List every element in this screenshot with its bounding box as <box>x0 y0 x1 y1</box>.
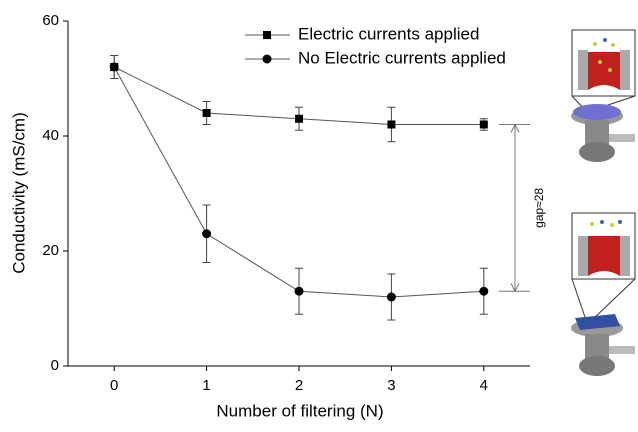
x-axis-label: Number of filtering (N) <box>216 401 383 420</box>
series-line <box>113 66 484 298</box>
x-tick-label: 0 <box>110 377 118 394</box>
x-tick-label: 3 <box>387 377 395 394</box>
legend-label: No Electric currents applied <box>298 48 506 67</box>
x-tick-label: 1 <box>202 377 210 394</box>
data-point <box>202 109 211 117</box>
y-axis-label: Conductivity (mS/cm) <box>9 112 28 274</box>
illustration-none <box>571 212 636 376</box>
gap-arrow <box>498 123 530 293</box>
data-point <box>479 286 489 296</box>
data-point <box>202 229 212 239</box>
y-tick-label: 60 <box>42 12 59 29</box>
illustration-applied <box>571 29 636 162</box>
x-tick-label: 2 <box>295 377 303 394</box>
x-tick-label: 4 <box>480 377 488 394</box>
y-tick-label: 0 <box>51 357 59 374</box>
legend-marker <box>263 31 271 39</box>
legend-label: Electric currents applied <box>298 24 479 43</box>
data-point <box>294 286 304 296</box>
annotation: gap≈28 <box>532 188 546 228</box>
y-tick-label: 20 <box>42 242 59 259</box>
data-point <box>295 114 303 123</box>
data-point <box>386 292 396 302</box>
data-point <box>387 120 396 129</box>
data-point <box>109 62 119 72</box>
legend-marker <box>262 54 272 64</box>
y-tick-label: 40 <box>42 127 59 144</box>
data-point <box>479 120 488 129</box>
